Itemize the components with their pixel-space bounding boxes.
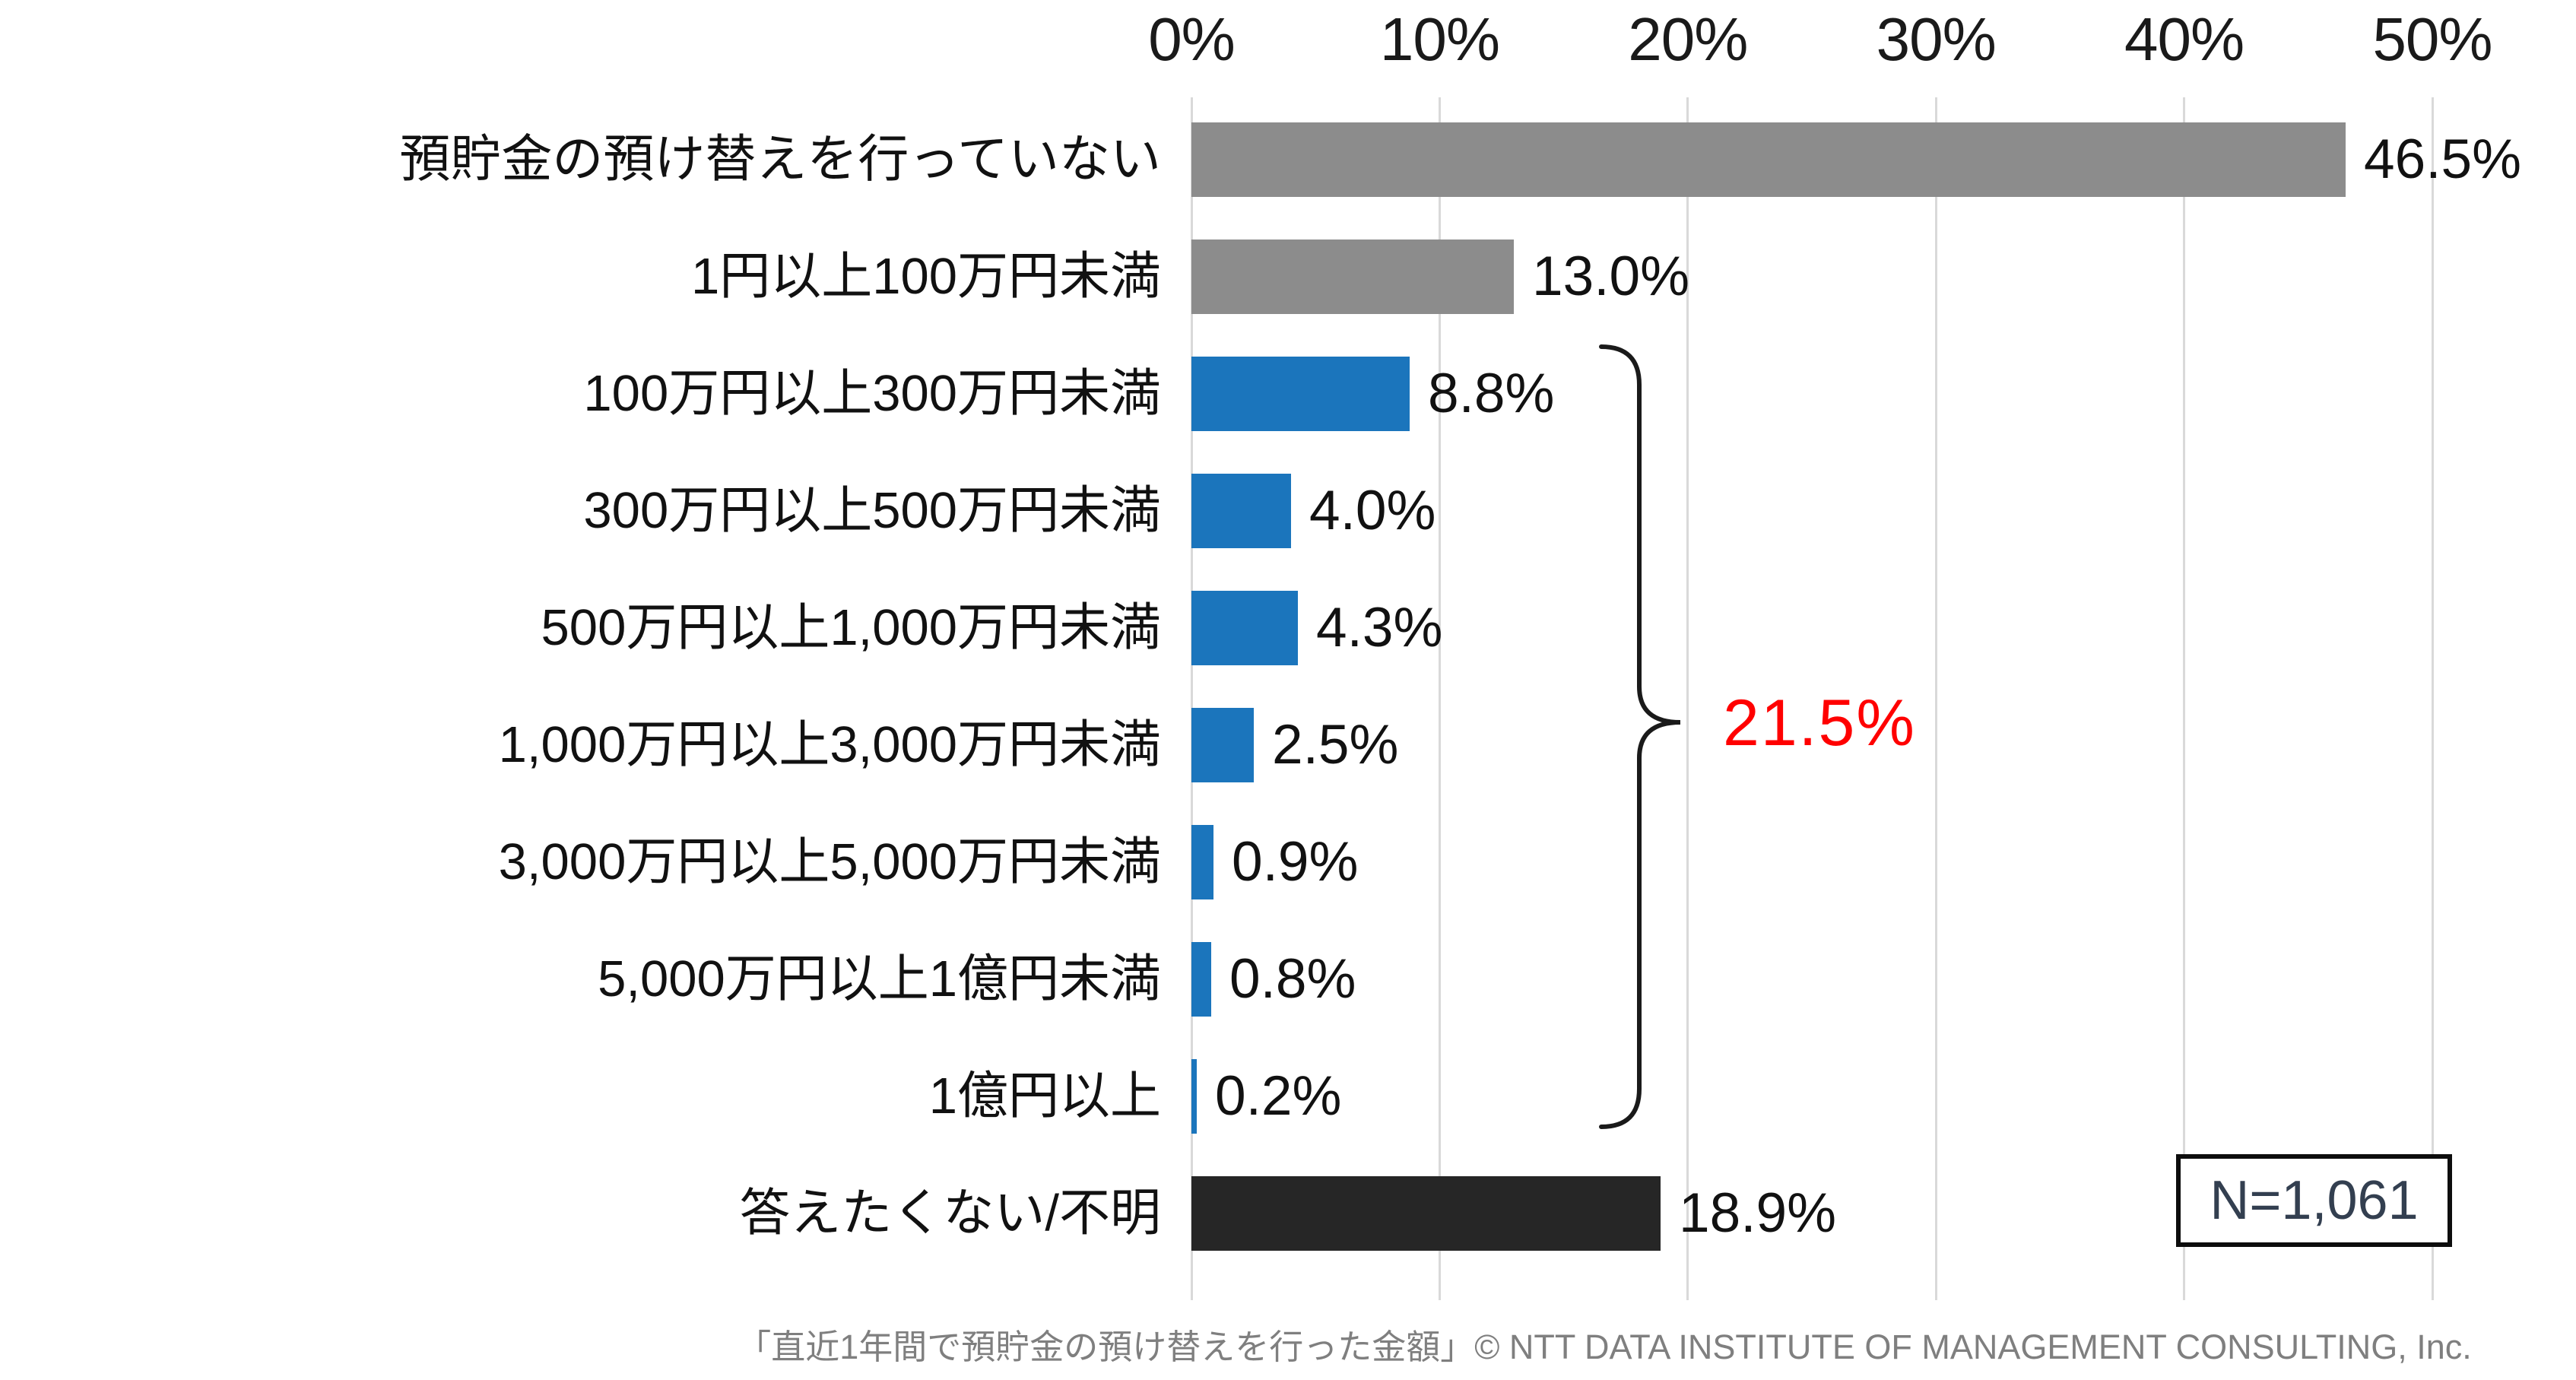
value-label: 0.8% xyxy=(1229,948,1356,1010)
category-label: 1円以上100万円未満 xyxy=(690,248,1161,305)
bar xyxy=(1191,1059,1197,1134)
category-label: 預貯金の預け替えを行っていない xyxy=(399,131,1161,188)
bar xyxy=(1191,708,1254,782)
category-label: 答えたくない/不明 xyxy=(739,1185,1161,1242)
x-axis-tick-label: 0% xyxy=(1148,5,1236,73)
x-axis-tick-label: 10% xyxy=(1379,5,1500,73)
category-label: 500万円以上1,000万円未満 xyxy=(541,599,1161,656)
gridline-20% xyxy=(1686,97,1689,1300)
bar xyxy=(1191,357,1410,431)
group-total-label: 21.5% xyxy=(1723,687,1916,760)
gridline-0% xyxy=(1190,97,1193,1300)
sample-size-text: N=1,061 xyxy=(2210,1170,2419,1231)
bar xyxy=(1191,122,2346,197)
value-label: 18.9% xyxy=(1679,1182,1836,1244)
value-label: 0.9% xyxy=(1232,831,1359,893)
gridline-50% xyxy=(2431,97,2434,1300)
category-label: 300万円以上500万円未満 xyxy=(583,482,1161,539)
bar xyxy=(1191,474,1291,548)
bar xyxy=(1191,1176,1661,1251)
gridline-10% xyxy=(1438,97,1441,1300)
category-label: 3,000万円以上5,000万円未満 xyxy=(498,833,1161,890)
chart-caption: 「直近1年間で預貯金の預け替えを行った金額」© NTT DATA INSTITU… xyxy=(737,1328,2472,1366)
bar xyxy=(1191,942,1211,1017)
x-axis-tick-label: 30% xyxy=(1876,5,1997,73)
value-label: 8.8% xyxy=(1428,363,1555,424)
sample-size-box: N=1,061 xyxy=(2176,1154,2452,1247)
x-axis-tick-label: 20% xyxy=(1628,5,1748,73)
value-label: 46.5% xyxy=(2364,128,2521,190)
category-label: 1億円以上 xyxy=(928,1068,1161,1125)
category-label: 100万円以上300万円未満 xyxy=(583,365,1161,422)
x-axis-tick-label: 50% xyxy=(2372,5,2492,73)
bar xyxy=(1191,825,1213,899)
value-label: 4.0% xyxy=(1309,480,1436,541)
value-label: 13.0% xyxy=(1532,246,1689,307)
value-label: 4.3% xyxy=(1316,597,1443,658)
x-axis-tick-label: 40% xyxy=(2124,5,2244,73)
category-label: 5,000万円以上1億円未満 xyxy=(598,950,1161,1007)
value-label: 0.2% xyxy=(1215,1065,1342,1127)
gridline-30% xyxy=(1934,97,1937,1300)
brace-path xyxy=(1599,344,1681,1129)
bar xyxy=(1191,240,1514,314)
category-label: 1,000万円以上3,000万円未満 xyxy=(498,716,1161,773)
value-label: 2.5% xyxy=(1272,714,1399,776)
bar xyxy=(1191,591,1298,665)
gridline-40% xyxy=(2183,97,2186,1300)
